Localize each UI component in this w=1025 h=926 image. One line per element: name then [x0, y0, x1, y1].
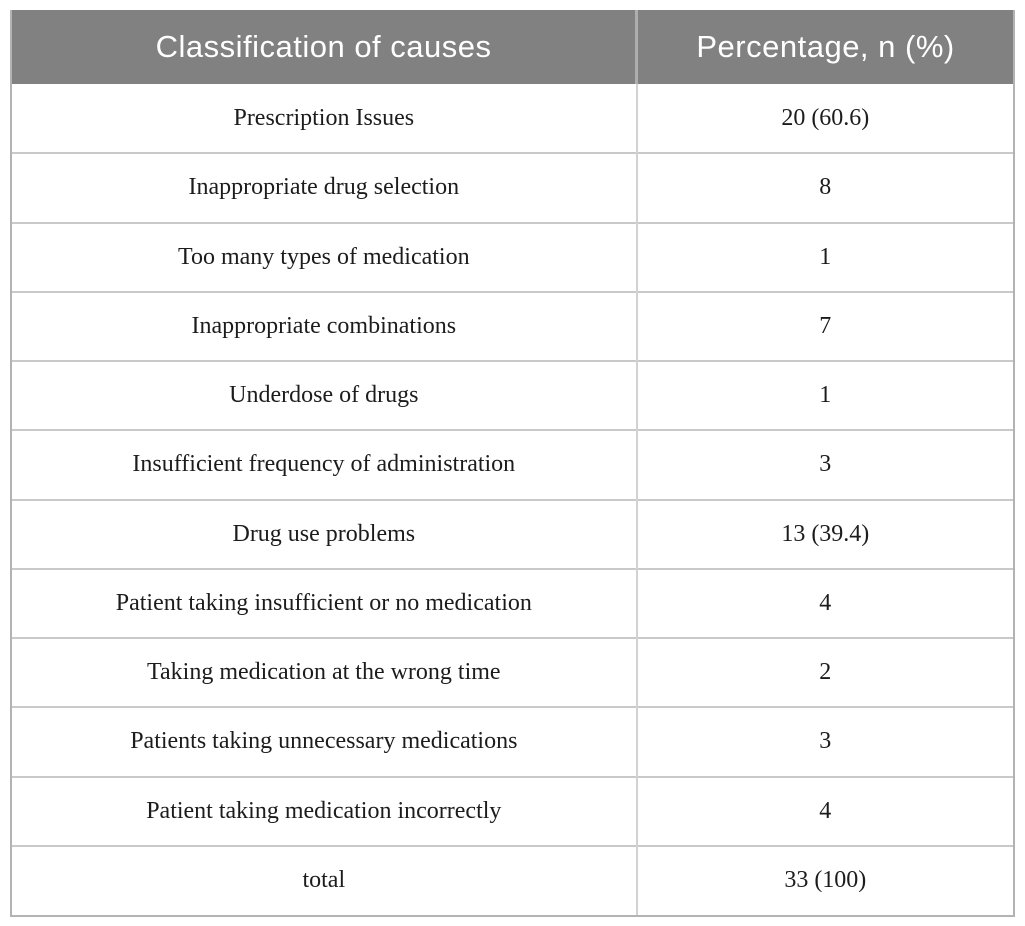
value-cell: 3	[636, 706, 1013, 777]
value-cell: 20 (60.6)	[636, 84, 1013, 154]
cause-cell: Patient taking medication incorrectly	[12, 775, 638, 846]
value-cell: 4	[636, 567, 1013, 638]
cause-cell: Patients taking unnecessary medications	[12, 706, 638, 777]
column-header-percentage: Percentage, n (%)	[636, 10, 1013, 84]
cause-cell: Drug use problems	[12, 498, 638, 569]
table-row: Inappropriate combinations 7	[12, 290, 1013, 361]
value-cell: 7	[636, 290, 1013, 361]
value-cell: 13 (39.4)	[636, 498, 1013, 569]
cause-cell: Prescription Issues	[12, 84, 638, 154]
value-cell: 8	[636, 152, 1013, 223]
table-row: Patient taking insufficient or no medica…	[12, 567, 1013, 638]
cause-cell: Underdose of drugs	[12, 359, 638, 431]
table-row: Patients taking unnecessary medications …	[12, 706, 1013, 777]
causes-table: Classification of causes Percentage, n (…	[10, 10, 1015, 917]
cause-cell: Inappropriate combinations	[12, 290, 638, 361]
table-row: Patient taking medication incorrectly 4	[12, 775, 1013, 846]
cause-cell: Too many types of medication	[12, 221, 638, 292]
classification-of-causes-table: Classification of causes Percentage, n (…	[12, 10, 1013, 915]
cause-cell: Inappropriate drug selection	[12, 152, 638, 223]
value-cell: 1	[636, 359, 1013, 431]
value-cell: 1	[636, 221, 1013, 292]
cause-cell: total	[12, 844, 638, 915]
table-row: Taking medication at the wrong time 2	[12, 636, 1013, 708]
table-row: Underdose of drugs 1	[12, 359, 1013, 431]
table-row: Drug use problems 13 (39.4)	[12, 498, 1013, 569]
value-cell: 33 (100)	[636, 844, 1013, 915]
table-row: Too many types of medication 1	[12, 221, 1013, 292]
table-row: Insufficient frequency of administration…	[12, 429, 1013, 500]
table-body: Prescription Issues 20 (60.6) Inappropri…	[12, 84, 1013, 915]
cause-cell: Taking medication at the wrong time	[12, 636, 638, 708]
table-row: Prescription Issues 20 (60.6)	[12, 84, 1013, 154]
value-cell: 4	[636, 775, 1013, 846]
table-header: Classification of causes Percentage, n (…	[12, 10, 1013, 84]
column-header-classification: Classification of causes	[12, 10, 639, 84]
table-row: Inappropriate drug selection 8	[12, 152, 1013, 223]
value-cell: 2	[636, 636, 1013, 708]
table-row: total 33 (100)	[12, 844, 1013, 915]
value-cell: 3	[636, 429, 1013, 500]
cause-cell: Insufficient frequency of administration	[12, 429, 638, 500]
header-row: Classification of causes Percentage, n (…	[12, 10, 1013, 84]
cause-cell: Patient taking insufficient or no medica…	[12, 567, 638, 638]
